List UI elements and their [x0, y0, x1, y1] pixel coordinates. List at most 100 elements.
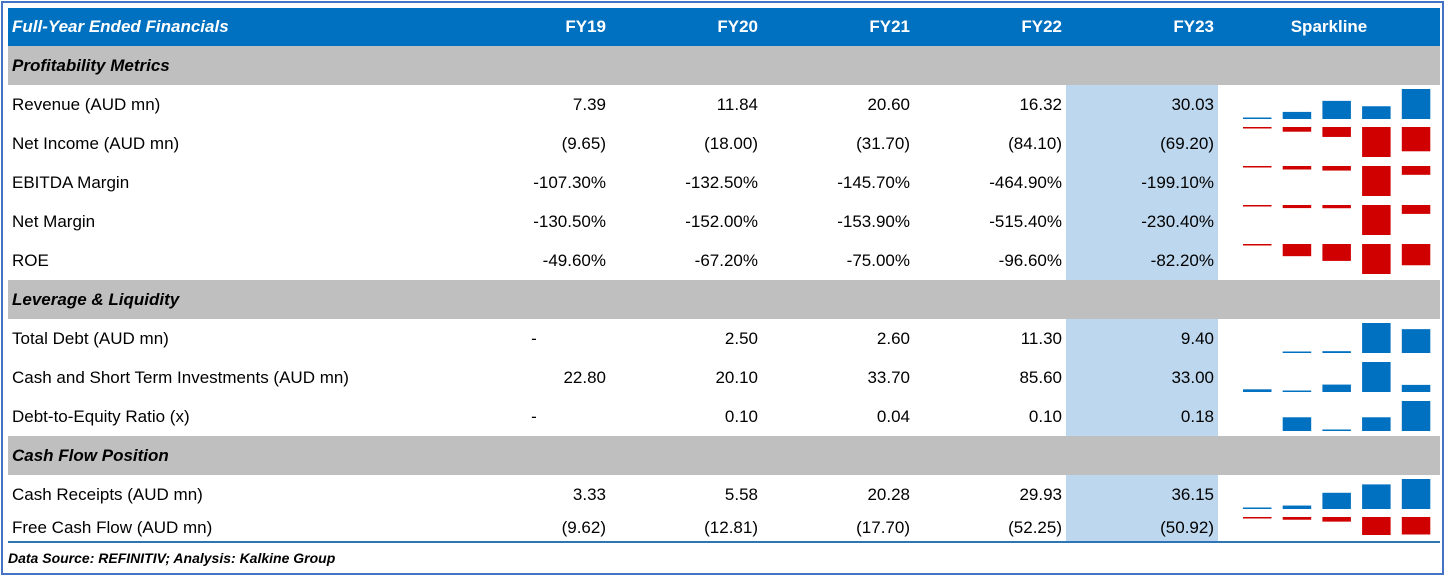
value-cell: 22.80	[563, 367, 606, 387]
value-cell: (9.65)	[561, 133, 606, 153]
row-label: Cash Receipts (AUD mn)	[12, 484, 203, 504]
sparkline-bar	[1362, 244, 1391, 274]
value-cell: 20.28	[867, 484, 910, 504]
value-cell: -67.20%	[694, 250, 758, 270]
table-row: ROE -49.60% -67.20% -75.00% -96.60% -82.20%	[8, 241, 1440, 280]
value-cell: (18.00)	[704, 133, 758, 153]
sparkline-bar	[1282, 390, 1312, 392]
sparkline	[1218, 475, 1440, 514]
value-cell: 0.04	[876, 406, 910, 426]
sparkline-bar	[1282, 517, 1312, 520]
financials-table: Full-Year Ended Financials FY19 FY20 FY2…	[8, 8, 1440, 541]
value-cell: (84.10)	[1008, 133, 1062, 153]
sparkline-bar	[1362, 106, 1391, 119]
sparkline-bar	[1243, 205, 1272, 207]
row-label: ROE	[12, 250, 49, 270]
section-title: Leverage & Liquidity	[8, 280, 1440, 319]
table-row: EBITDA Margin -107.30% -132.50% -145.70% -46…	[8, 163, 1440, 202]
sparkline-bar	[1322, 517, 1351, 522]
value-cell: -82.20%	[1066, 241, 1218, 280]
sparkline-bar	[1401, 384, 1431, 392]
sparkline	[1218, 202, 1440, 241]
row-label: Free Cash Flow (AUD mn)	[12, 517, 213, 537]
sparkline-bar	[1322, 351, 1351, 353]
value-cell: -	[531, 406, 537, 426]
year-header: FY21	[762, 8, 914, 46]
sparkline-bar	[1282, 505, 1312, 509]
sparkline-bar	[1362, 484, 1391, 509]
sparkline-bar	[1401, 517, 1431, 535]
sparkline-bar	[1362, 362, 1391, 392]
table-row: Cash Receipts (AUD mn) 3.33 5.58 20.28 29.93…	[8, 475, 1440, 514]
value-cell: (12.81)	[704, 517, 758, 537]
value-cell: 16.32	[1019, 94, 1062, 114]
sparkline-bar	[1282, 111, 1312, 119]
value-cell: 33.70	[867, 367, 910, 387]
sparkline-bar	[1282, 205, 1312, 209]
sparkline-bar	[1401, 89, 1431, 119]
row-label: Debt-to-Equity Ratio (x)	[12, 406, 190, 426]
value-cell: -515.40%	[989, 211, 1062, 231]
sparkline-bar	[1401, 205, 1431, 214]
value-cell: 36.15	[1066, 475, 1218, 514]
sparkline-bar	[1282, 244, 1312, 257]
year-header: FY19	[458, 8, 610, 46]
table-row: Cash and Short Term Investments (AUD mn)…	[8, 358, 1440, 397]
sparkline-bar	[1322, 100, 1351, 119]
value-cell: 29.93	[1019, 484, 1062, 504]
value-cell: 5.58	[724, 484, 758, 504]
sparkline-bar	[1401, 166, 1431, 175]
value-cell: (17.70)	[856, 517, 910, 537]
sparkline	[1218, 163, 1440, 202]
value-cell: (69.20)	[1066, 124, 1218, 163]
value-cell: (9.62)	[561, 517, 606, 537]
year-header: FY20	[610, 8, 762, 46]
value-cell: 33.00	[1066, 358, 1218, 397]
value-cell: 2.60	[876, 328, 910, 348]
row-label: Total Debt (AUD mn)	[12, 328, 169, 348]
year-header: FY22	[914, 8, 1066, 46]
sparkline-bar	[1362, 323, 1391, 353]
value-cell: -145.70%	[837, 172, 910, 192]
bottom-divider	[8, 541, 1440, 543]
sparkline-bar	[1401, 329, 1431, 353]
table-row: Net Margin -130.50% -152.00% -153.90% -515.4…	[8, 202, 1440, 241]
value-cell: 2.50	[724, 328, 758, 348]
row-label: Revenue (AUD mn)	[12, 94, 161, 114]
value-cell: 11.30	[1020, 328, 1062, 348]
sparkline-bar	[1322, 384, 1351, 392]
sparkline-bar	[1362, 166, 1391, 196]
value-cell: (31.70)	[856, 133, 910, 153]
sparkline-bar	[1243, 166, 1272, 168]
sparkline-bar	[1282, 417, 1312, 431]
sparkline-bar	[1362, 205, 1391, 235]
section-header: Leverage & Liquidity	[8, 280, 1440, 319]
table-row: Debt-to-Equity Ratio (x) -0.10 0.04 0.10 0.1…	[8, 397, 1440, 436]
sparkline-bar	[1401, 244, 1431, 266]
value-cell: 11.84	[716, 94, 758, 114]
row-label: EBITDA Margin	[12, 172, 130, 192]
value-cell: 9.40	[1066, 319, 1218, 358]
sparkline-bar	[1282, 127, 1312, 132]
sparkline-header: Sparkline	[1218, 8, 1440, 46]
sparkline-bar	[1401, 479, 1431, 509]
sparkline	[1218, 358, 1440, 397]
sparkline-bar	[1322, 205, 1351, 209]
value-cell: -130.50%	[533, 211, 606, 231]
header-row: Full-Year Ended Financials FY19 FY20 FY2…	[8, 8, 1440, 46]
table-row: Free Cash Flow (AUD mn) (9.62) (12.81) (17.…	[8, 514, 1440, 541]
sparkline	[1218, 397, 1440, 436]
value-cell: 20.60	[867, 94, 910, 114]
row-label: Net Margin	[12, 211, 96, 231]
sparkline-bar	[1362, 417, 1391, 431]
sparkline	[1218, 85, 1440, 124]
sparkline-bar	[1401, 127, 1431, 152]
sparkline-bar	[1243, 117, 1272, 119]
value-cell: -75.00%	[846, 250, 910, 270]
table-row: Total Debt (AUD mn) - 2.50 2.60 11.30 9.40	[8, 319, 1440, 358]
sparkline-bar	[1322, 244, 1351, 261]
sparkline-bar	[1243, 244, 1272, 246]
section-header: Profitability Metrics	[8, 46, 1440, 85]
sparkline-bar	[1322, 166, 1351, 171]
value-cell: 85.60	[1019, 367, 1062, 387]
